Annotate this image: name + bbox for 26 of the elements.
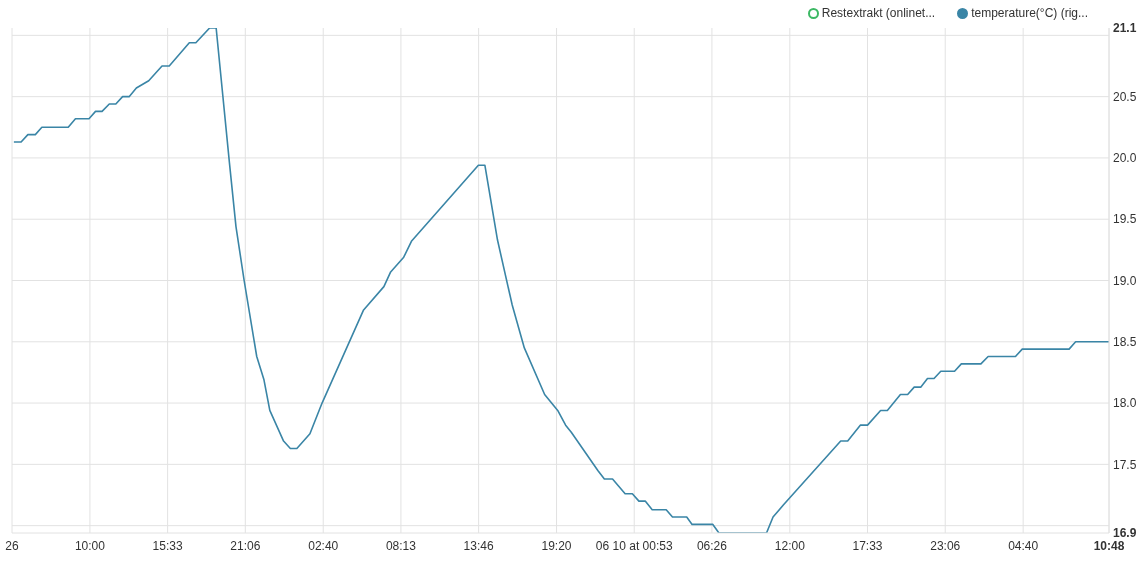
y-tick-label: 17.5 [1113,457,1137,472]
y-tick-label: 20.5 [1113,89,1137,104]
x-tick-label: 10:48 [1093,538,1125,553]
x-tick-label: 06 10 at 00:53 [595,538,673,553]
x-tick-label: 13:46 [463,538,494,553]
y-tick-label: 19.5 [1113,212,1137,227]
x-tick-label: 12:00 [774,538,806,553]
x-tick-label: 15:33 [152,538,183,553]
y-tick-label: 21.1 [1113,21,1137,36]
x-tick-label: 26 [5,538,19,553]
x-tick-label: 10:00 [74,538,106,553]
x-tick-label: 08:13 [385,538,417,553]
y-tick-label: 18.0 [1113,396,1137,411]
y-tick-label: 18.5 [1113,335,1137,350]
x-tick-label: 06:26 [696,538,728,553]
legend-label: Restextrakt (onlinet... [821,6,936,20]
x-tick-label: 23:06 [930,538,961,553]
y-tick-label: 19.0 [1113,273,1137,288]
y-tick-label: 20.0 [1113,151,1137,166]
x-tick-label: 19:20 [541,538,572,553]
x-tick-label: 21:06 [230,538,261,553]
legend-label: temperature(°C) (rig... [971,6,1088,20]
y-tick-label: 16.9 [1113,526,1137,541]
x-tick-label: 17:33 [852,538,883,553]
x-tick-label: 04:40 [1008,538,1039,553]
x-tick-label: 02:40 [308,538,339,553]
